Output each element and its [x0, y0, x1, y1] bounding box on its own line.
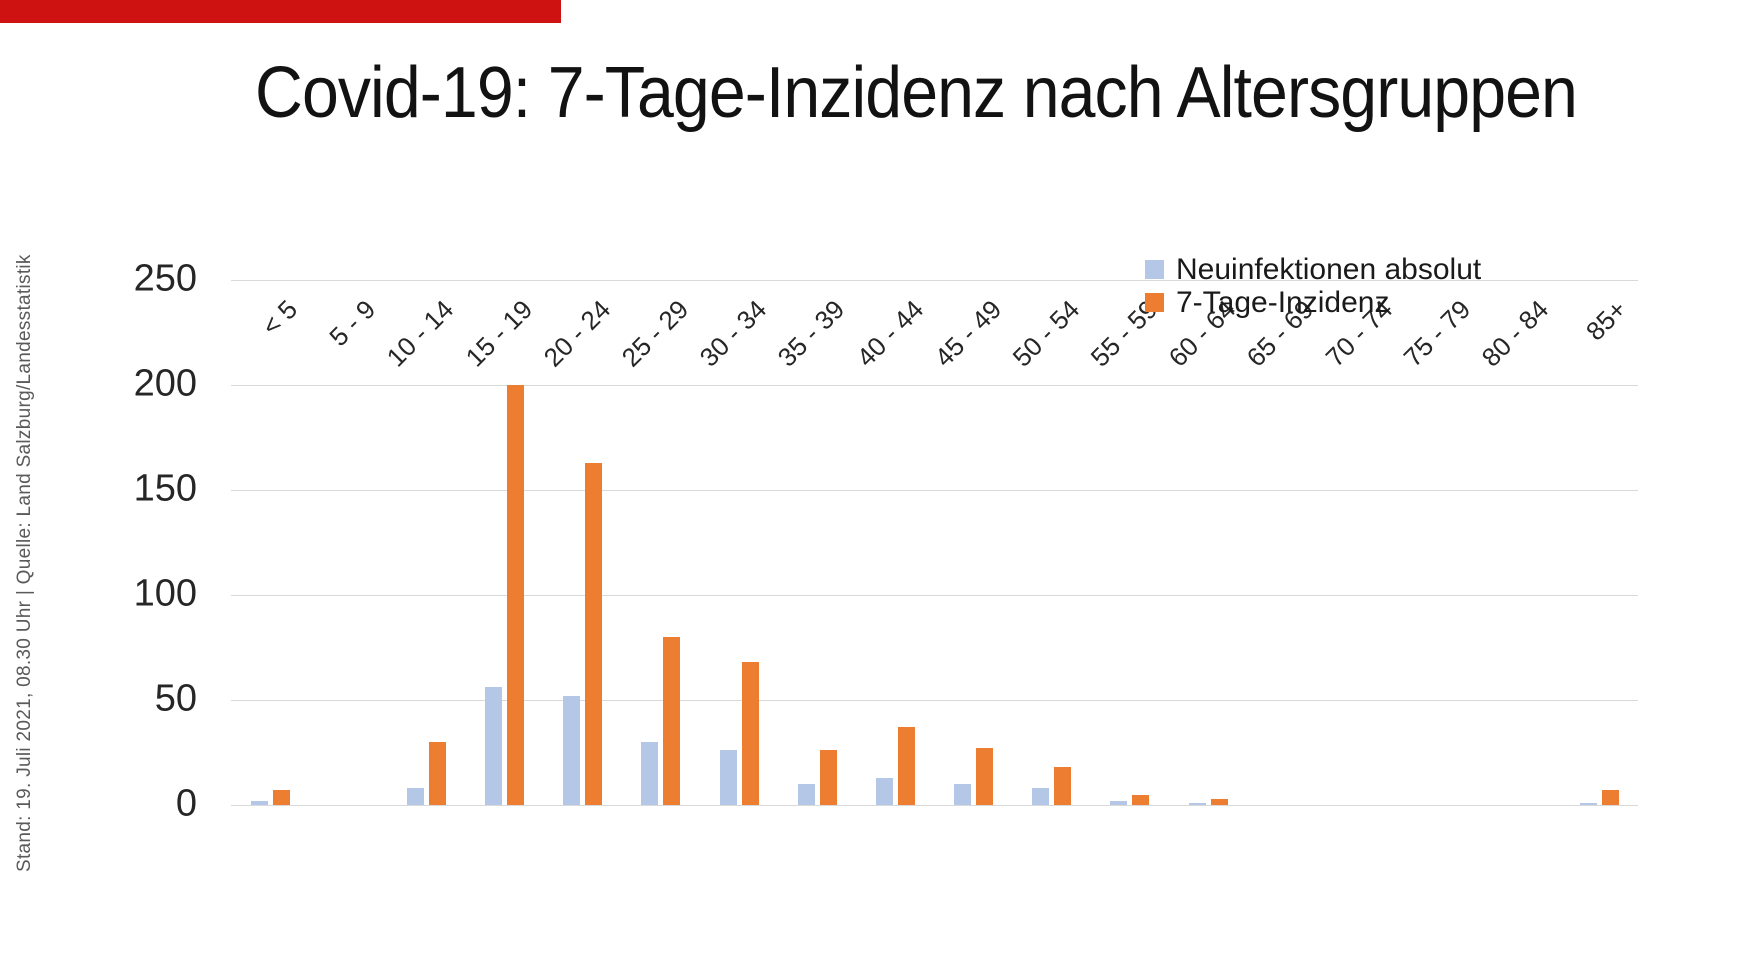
legend-marker-neuinfektionen-icon — [1145, 260, 1164, 279]
bar-inzidenz — [1210, 798, 1228, 805]
gridline — [231, 700, 1638, 701]
x-tick-label: 35 - 39 — [772, 294, 851, 373]
y-axis-labels: 0 50 100 150 200 250 — [100, 258, 197, 825]
x-tick-label: 30 - 34 — [693, 294, 773, 373]
y-tick-label: 200 — [133, 362, 197, 405]
y-tick-label: 250 — [133, 257, 197, 300]
bar-inzidenz — [976, 748, 994, 805]
y-tick-label: 100 — [133, 572, 197, 615]
bar-group: 30 - 34 — [694, 280, 778, 805]
x-tick-label: 85+ — [1579, 294, 1633, 347]
bar-neuinfektionen — [563, 695, 581, 805]
bar-inzidenz — [585, 462, 603, 805]
legend-label-neuinfektionen: Neuinfektionen absolut — [1176, 252, 1482, 286]
plot-area: < 5 5 - 9 10 - 14 15 - 19 20 - 24 25 - 29 30 -… — [231, 280, 1638, 806]
bar-neuinfektionen — [1032, 788, 1050, 805]
bar-group: 75 - 79 — [1397, 280, 1482, 805]
bar-neuinfektionen — [954, 784, 972, 805]
bar-inzidenz — [428, 742, 446, 805]
x-tick-label: 40 - 44 — [850, 294, 929, 373]
bar-neuinfektionen — [485, 687, 503, 805]
bar-neuinfektionen — [641, 742, 659, 805]
bar-group: 40 - 44 — [850, 280, 934, 805]
bar-neuinfektionen — [406, 788, 424, 805]
bar-group: 60 - 64 — [1163, 280, 1247, 805]
gridline — [231, 595, 1638, 596]
bar-group: 85+ — [1560, 280, 1638, 805]
bar-group: < 5 — [231, 280, 309, 805]
x-tick-label: 10 - 14 — [381, 294, 460, 373]
brand-bar — [0, 0, 561, 23]
bar-inzidenz — [819, 750, 837, 805]
x-tick-label: < 5 — [256, 294, 304, 342]
x-tick-label: 20 - 24 — [537, 294, 616, 373]
bar-neuinfektionen — [797, 784, 815, 805]
bar-neuinfektionen — [875, 777, 893, 805]
bar-group: 25 - 29 — [616, 280, 700, 805]
x-tick-label: 5 - 9 — [323, 294, 382, 353]
bar-group: 80 - 84 — [1476, 280, 1560, 805]
bar-inzidenz — [741, 662, 759, 805]
x-tick-label: 25 - 29 — [615, 294, 695, 373]
bar-inzidenz — [1054, 767, 1072, 805]
gridline — [231, 490, 1638, 491]
bar-groups: < 5 5 - 9 10 - 14 15 - 19 20 - 24 25 - 29 30 -… — [231, 280, 1638, 805]
gridline — [231, 280, 1638, 281]
bar-inzidenz — [897, 727, 915, 805]
bar-inzidenz — [1601, 790, 1619, 805]
bar-neuinfektionen — [719, 750, 737, 805]
bar-neuinfektionen — [1579, 802, 1597, 805]
bar-group: 5 - 9 — [309, 280, 387, 805]
source-note: Stand: 19. Juli 2021, 08.30 Uhr | Quelle… — [14, 254, 35, 872]
bar-group: 15 - 19 — [459, 280, 544, 805]
bar-group: 70 - 74 — [1319, 280, 1403, 805]
y-tick-label: 0 — [175, 782, 197, 825]
x-tick-label: 15 - 19 — [459, 294, 538, 373]
x-tick-label: 45 - 49 — [928, 294, 1007, 373]
x-tick-label: 80 - 84 — [1475, 294, 1555, 373]
bar-neuinfektionen — [1110, 800, 1128, 805]
gridline — [231, 385, 1638, 386]
legend-label-inzidenz: 7-Tage-Inzidenz — [1176, 285, 1390, 319]
bar-inzidenz — [663, 637, 681, 805]
gridline — [231, 805, 1638, 806]
legend: Neuinfektionen absolut 7-Tage-Inzidenz — [1145, 253, 1481, 319]
legend-item-inzidenz: 7-Tage-Inzidenz — [1145, 286, 1481, 319]
bar-group: 55 - 59 — [1085, 280, 1169, 805]
bar-group: 35 - 39 — [772, 280, 856, 805]
bar-inzidenz — [272, 790, 290, 805]
bar-neuinfektionen — [250, 800, 268, 805]
chart-title: Covid-19: 7-Tage-Inzidenz nach Altersgru… — [255, 53, 1578, 133]
bar-group: 65 - 69 — [1241, 280, 1325, 805]
y-tick-label: 150 — [133, 467, 197, 510]
bar-inzidenz — [507, 385, 525, 805]
bar-neuinfektionen — [1188, 802, 1206, 805]
bar-group: 45 - 49 — [928, 280, 1013, 805]
bar-group: 10 - 14 — [381, 280, 465, 805]
bar-group: 20 - 24 — [538, 280, 622, 805]
y-tick-label: 50 — [154, 677, 197, 720]
bar-inzidenz — [1132, 794, 1150, 805]
legend-item-neuinfektionen: Neuinfektionen absolut — [1145, 253, 1481, 286]
bar-group: 50 - 54 — [1007, 280, 1091, 805]
legend-marker-inzidenz-icon — [1145, 293, 1164, 312]
x-tick-label: 50 - 54 — [1006, 294, 1086, 373]
